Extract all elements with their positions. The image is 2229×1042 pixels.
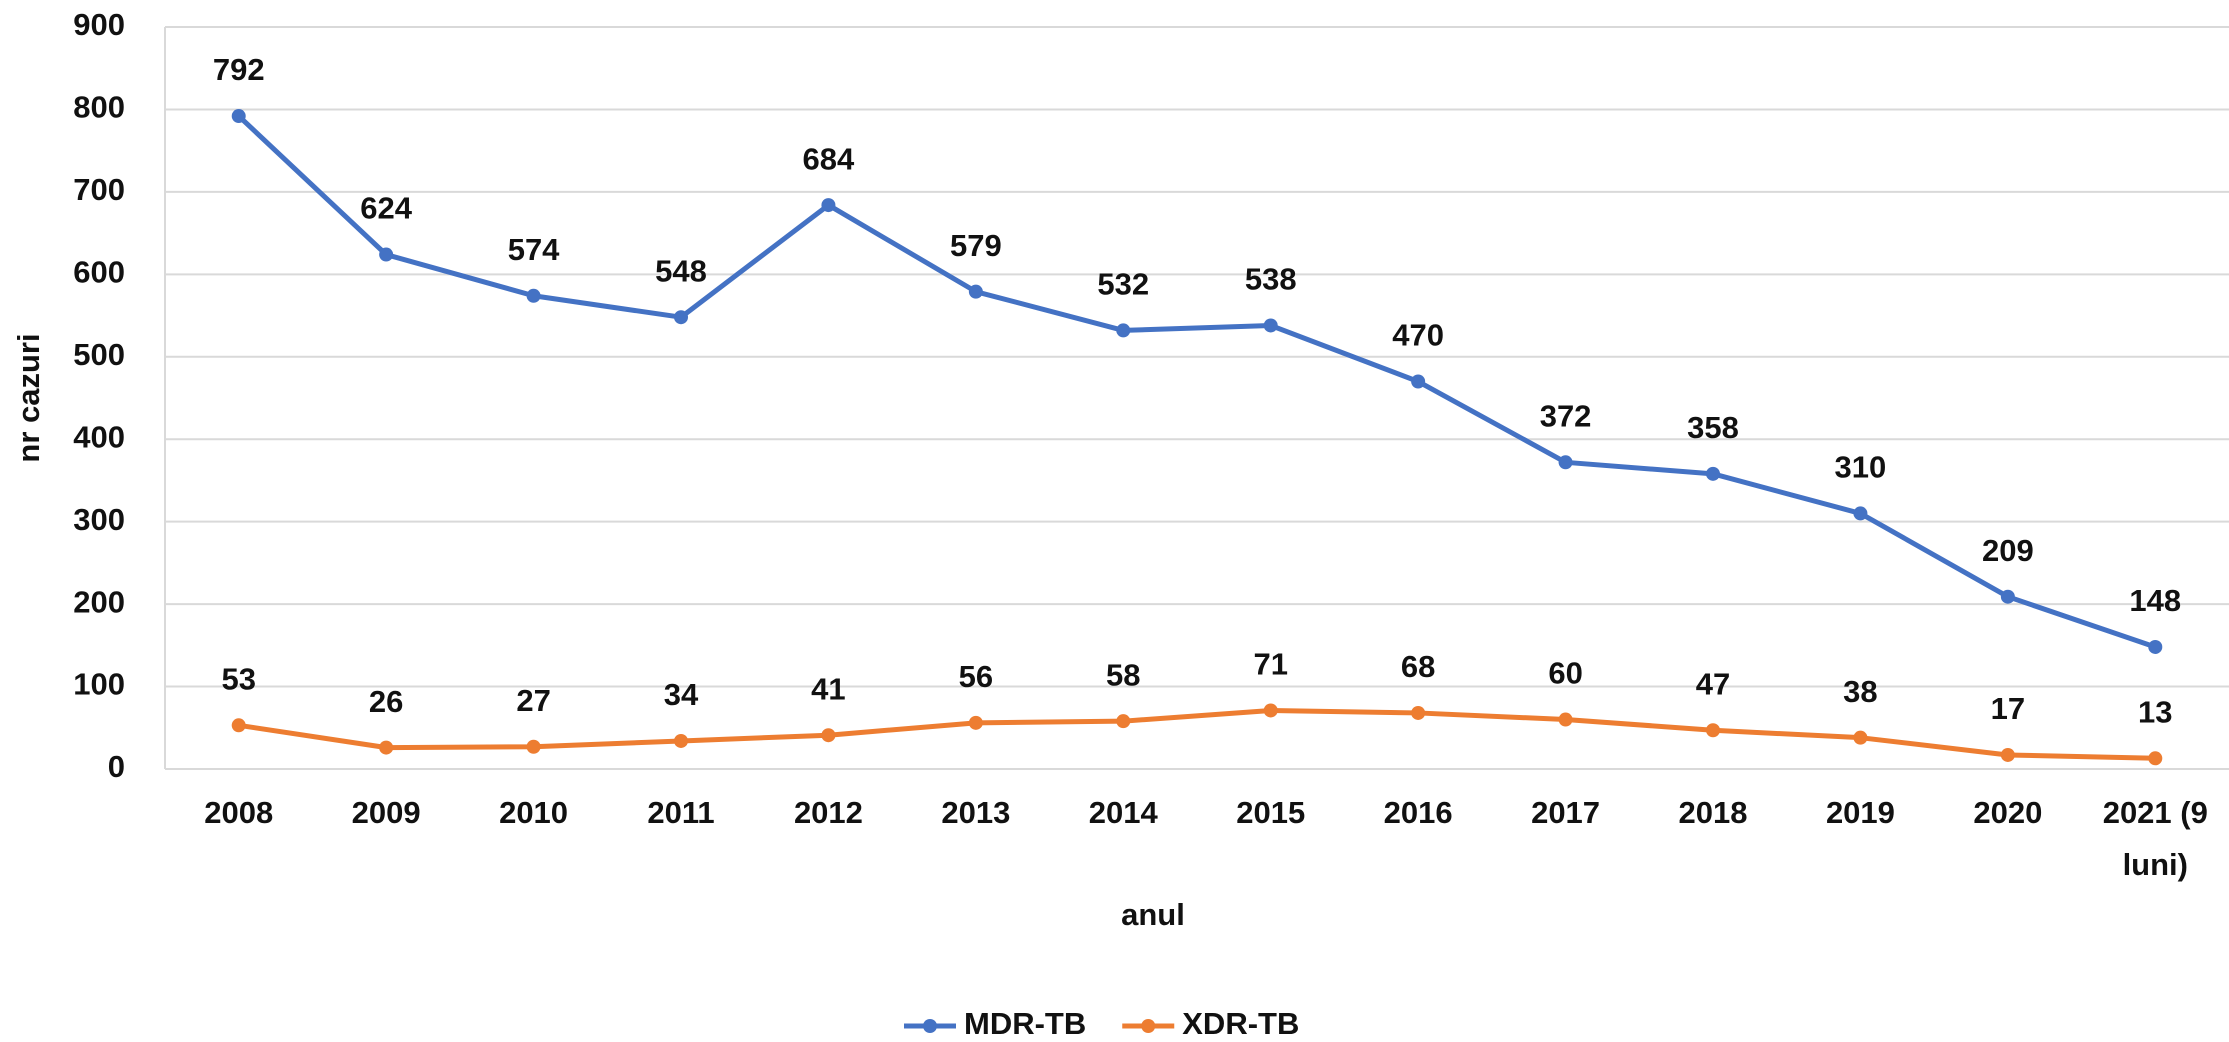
point — [1853, 506, 1868, 521]
x-tick-label: 2017 — [1531, 795, 1601, 830]
point — [674, 733, 688, 748]
point — [1116, 714, 1131, 729]
legend-label: MDR-TB — [964, 1006, 1086, 1041]
point — [379, 247, 394, 262]
point — [526, 739, 541, 754]
point — [1706, 466, 1720, 481]
y-tick-label: 100 — [73, 667, 125, 702]
data-label: 38 — [1843, 674, 1877, 709]
legend-marker — [923, 1019, 937, 1033]
data-label: 34 — [664, 677, 699, 712]
series-line — [238, 707, 2156, 761]
x-tick-label: 2011 — [647, 795, 715, 830]
y-tick-label: 500 — [73, 337, 125, 372]
y-tick-label: 600 — [73, 255, 125, 290]
x-tick-label: 2021 (9 luni) — [2102, 795, 2208, 882]
y-tick-label: 400 — [73, 419, 125, 454]
data-label: 470 — [1392, 318, 1444, 353]
point — [1853, 730, 1868, 745]
point — [2148, 751, 2163, 766]
point — [674, 310, 688, 325]
x-axis-title: anul — [1121, 897, 1185, 932]
data-label: 358 — [1687, 410, 1739, 445]
point — [821, 728, 836, 743]
point — [2148, 639, 2163, 654]
x-tick-label: 2012 — [793, 795, 863, 830]
data-label: 58 — [1106, 657, 1140, 692]
point — [231, 718, 246, 733]
point — [1263, 318, 1278, 333]
y-tick-label: 200 — [73, 584, 125, 619]
point — [1558, 712, 1573, 727]
point — [821, 198, 836, 213]
data-label: 26 — [369, 684, 403, 719]
y-tick-label: 0 — [108, 749, 125, 784]
point — [968, 715, 983, 730]
point — [1116, 323, 1131, 338]
data-label: 538 — [1245, 262, 1297, 297]
x-tick-label: 2020 — [1973, 795, 2043, 830]
x-tick-label: 2014 — [1088, 795, 1158, 830]
x-tick-label: 2015 — [1236, 795, 1306, 830]
data-label: 579 — [950, 228, 1002, 263]
point — [1706, 723, 1720, 738]
data-label: 27 — [516, 683, 550, 718]
data-label: 372 — [1540, 398, 1592, 433]
series-line — [237, 114, 2157, 650]
data-label: 56 — [959, 659, 993, 694]
data-label: 60 — [1548, 656, 1582, 691]
x-tick-label: 2009 — [351, 795, 421, 830]
x-tick-label: 2010 — [499, 795, 569, 830]
point — [968, 284, 983, 299]
data-label: 13 — [2138, 694, 2172, 729]
x-tick-label: 2013 — [941, 795, 1011, 830]
data-label: 532 — [1097, 267, 1149, 302]
y-tick-label: 800 — [73, 90, 125, 125]
data-label: 71 — [1253, 647, 1287, 682]
data-label: 41 — [811, 671, 845, 706]
point — [1558, 455, 1573, 470]
point — [379, 740, 394, 755]
data-label: 148 — [2129, 583, 2181, 618]
data-label: 548 — [655, 253, 707, 288]
x-tick-label: 2018 — [1678, 795, 1748, 830]
data-label: 574 — [508, 232, 560, 267]
point — [2000, 589, 2015, 604]
x-tick-label: 2016 — [1383, 795, 1453, 830]
y-axis-title: nr cazuri — [11, 333, 46, 462]
data-label: 47 — [1696, 666, 1730, 701]
y-tick-label: 900 — [73, 7, 125, 42]
data-label: 209 — [1982, 533, 2034, 568]
point — [231, 109, 246, 124]
data-label: 792 — [213, 52, 265, 87]
data-label: 310 — [1835, 450, 1887, 485]
point — [526, 288, 541, 303]
data-label: 684 — [803, 141, 855, 176]
point — [1263, 703, 1278, 718]
y-tick-label: 300 — [73, 502, 125, 537]
x-tick-label: 2008 — [204, 795, 274, 830]
legend-label: XDR-TB — [1182, 1006, 1299, 1041]
data-label: 53 — [221, 661, 255, 696]
data-label: 17 — [1991, 691, 2025, 726]
x-tick-label: 2019 — [1825, 795, 1895, 830]
point — [1411, 374, 1426, 389]
point — [1411, 705, 1426, 720]
data-label: 624 — [360, 191, 412, 226]
legend-marker — [1141, 1019, 1156, 1033]
y-tick-label: 700 — [73, 172, 125, 207]
point — [2000, 747, 2015, 762]
data-label: 68 — [1401, 649, 1435, 684]
